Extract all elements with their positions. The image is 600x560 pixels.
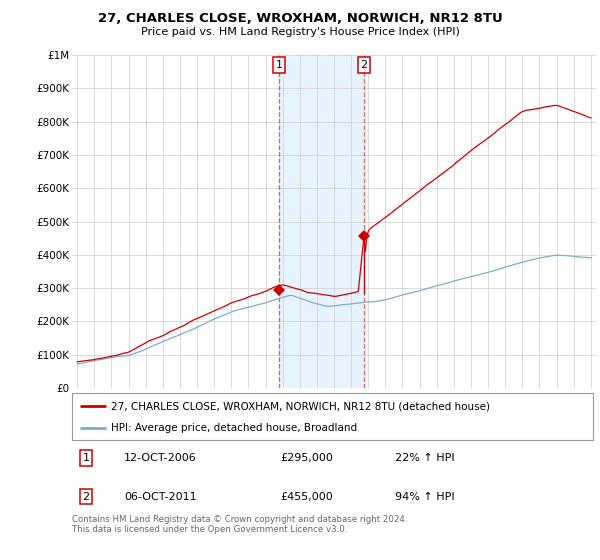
Text: Price paid vs. HM Land Registry's House Price Index (HPI): Price paid vs. HM Land Registry's House … bbox=[140, 27, 460, 37]
Text: £455,000: £455,000 bbox=[280, 492, 333, 502]
Text: 1: 1 bbox=[82, 452, 89, 463]
Text: 27, CHARLES CLOSE, WROXHAM, NORWICH, NR12 8TU (detached house): 27, CHARLES CLOSE, WROXHAM, NORWICH, NR1… bbox=[111, 401, 490, 411]
Text: 1: 1 bbox=[275, 60, 283, 70]
Text: £295,000: £295,000 bbox=[280, 452, 333, 463]
Text: HPI: Average price, detached house, Broadland: HPI: Average price, detached house, Broa… bbox=[111, 423, 357, 433]
Text: 2: 2 bbox=[82, 492, 89, 502]
Text: 06-OCT-2011: 06-OCT-2011 bbox=[124, 492, 197, 502]
Text: Contains HM Land Registry data © Crown copyright and database right 2024.
This d: Contains HM Land Registry data © Crown c… bbox=[72, 515, 407, 534]
Text: 2: 2 bbox=[361, 60, 368, 70]
Text: 12-OCT-2006: 12-OCT-2006 bbox=[124, 452, 197, 463]
Text: 22% ↑ HPI: 22% ↑ HPI bbox=[395, 452, 455, 463]
Bar bbox=[279, 55, 364, 388]
Text: 94% ↑ HPI: 94% ↑ HPI bbox=[395, 492, 455, 502]
Text: 27, CHARLES CLOSE, WROXHAM, NORWICH, NR12 8TU: 27, CHARLES CLOSE, WROXHAM, NORWICH, NR1… bbox=[98, 12, 502, 25]
